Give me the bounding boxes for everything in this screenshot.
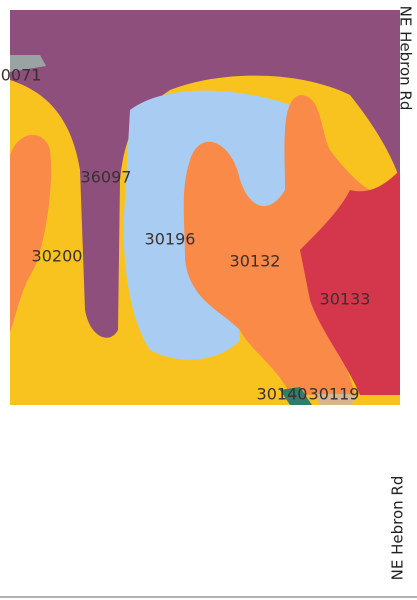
zip-label: 30071 (0, 66, 41, 85)
zip-label: 30133 (320, 290, 371, 309)
zip-label: 30132 (230, 252, 281, 271)
zip-label: 36097 (81, 168, 132, 187)
zip-label: 30200 (32, 247, 83, 266)
zip-label: 30196 (145, 230, 196, 249)
zone-grey (10, 55, 46, 72)
zip-label: 30119 (309, 385, 360, 404)
road-label: NE Hebron Rd (389, 476, 407, 581)
zone-tan (315, 394, 356, 405)
road-label: NE Hebron Rd (397, 6, 415, 111)
zone-teal (280, 387, 312, 405)
zip-label: 30140 (257, 385, 308, 404)
zone-orange-left (10, 134, 52, 332)
zone-red (300, 170, 400, 395)
zone-purple (10, 10, 400, 338)
